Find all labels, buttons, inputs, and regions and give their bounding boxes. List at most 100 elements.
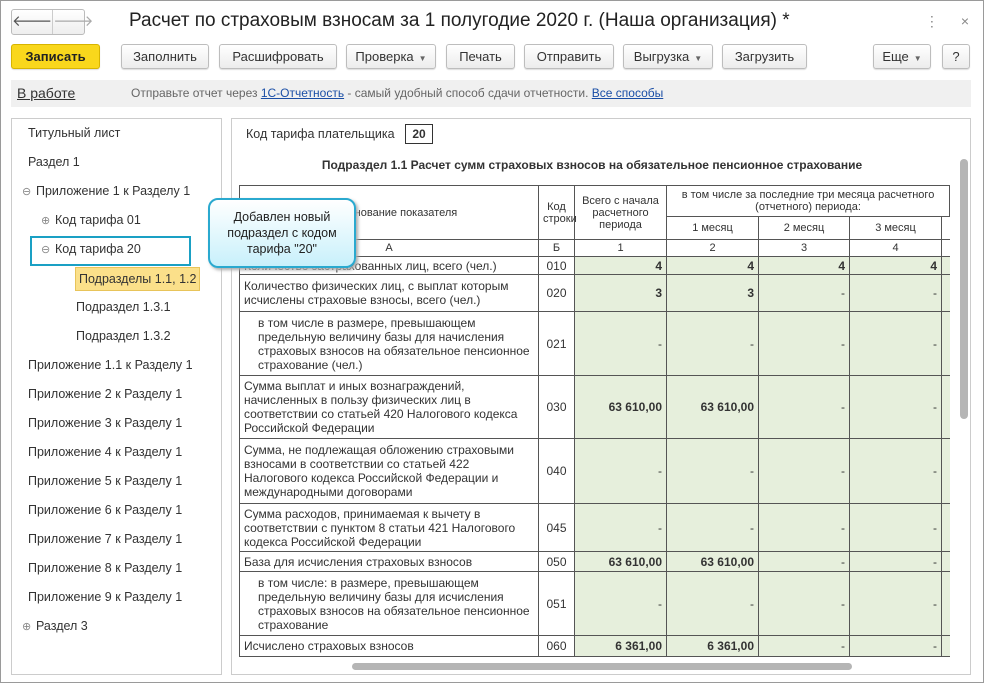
window-title: Расчет по страховым взносам за 1 полугод… — [129, 10, 790, 31]
row-code: 021 — [538, 311, 575, 376]
tariff-code-field[interactable]: 20 — [405, 124, 433, 144]
all-methods-link[interactable]: Все способы — [591, 86, 664, 100]
row-code: 051 — [538, 571, 575, 636]
value-cell[interactable]: - — [758, 635, 850, 657]
dropdown-caret-icon: ▼ — [694, 54, 703, 63]
tree-item[interactable]: Подраздел 1.3.2 — [76, 323, 171, 349]
value-cell[interactable]: - — [849, 551, 942, 572]
horizontal-scrollbar[interactable] — [352, 663, 852, 670]
tree-item[interactable]: Приложение 1.1 к Разделу 1 — [28, 352, 193, 378]
value-cell[interactable]: 4 — [574, 256, 667, 275]
expand-icon[interactable]: ⊕ — [22, 621, 32, 633]
value-cell[interactable]: - — [574, 438, 667, 504]
value-cell[interactable]: - — [758, 571, 850, 636]
tree-item[interactable]: Титульный лист — [28, 120, 120, 146]
tree-item-label: Приложение 7 к Разделу 1 — [28, 532, 183, 546]
value-cell[interactable]: - — [574, 571, 667, 636]
tree-item[interactable]: ⊕ Код тарифа 01 — [41, 207, 141, 233]
value-cell[interactable]: - — [666, 438, 759, 504]
row-code: 020 — [538, 274, 575, 312]
toolbar-button[interactable]: Загрузить — [722, 44, 807, 69]
toolbar-button[interactable]: Еще ▼ — [873, 44, 931, 69]
status-link[interactable]: В работе — [17, 85, 76, 101]
tree-item[interactable]: Раздел 1 — [28, 149, 80, 175]
back-arrow-icon[interactable]: 🡐 — [12, 13, 53, 30]
tree-item[interactable]: ⊖ Приложение 1 к Разделу 1 — [22, 178, 190, 204]
value-cell[interactable]: 3 — [574, 274, 667, 312]
value-cell[interactable]: 4 — [758, 256, 850, 275]
scroll-thumb[interactable] — [960, 159, 968, 419]
collapse-icon[interactable]: ⊖ — [41, 244, 51, 256]
value-cell[interactable]: 6 361,00 — [574, 635, 667, 657]
value-cell[interactable]: - — [758, 438, 850, 504]
more-menu-icon[interactable]: ⋮ — [924, 13, 939, 29]
value-cell[interactable]: - — [849, 438, 942, 504]
tree-item[interactable]: Приложение 8 к Разделу 1 — [28, 555, 182, 581]
value-cell[interactable]: - — [849, 311, 942, 376]
value-cell[interactable]: - — [758, 503, 850, 552]
row-name: Сумма выплат и иных вознаграждений, начи… — [239, 375, 539, 439]
value-cell[interactable]: - — [849, 274, 942, 312]
expand-icon[interactable]: ⊕ — [41, 215, 51, 227]
value-cell[interactable]: - — [849, 571, 942, 636]
tree-item[interactable]: Приложение 6 к Разделу 1 — [28, 497, 182, 523]
close-icon[interactable]: × — [960, 13, 969, 29]
collapse-icon[interactable]: ⊖ — [22, 186, 32, 198]
value-cell[interactable]: - — [758, 375, 850, 439]
header-total: Всего с начала расчетного периода — [574, 185, 667, 240]
tree-item-label: Подраздел 1.3.1 — [76, 300, 171, 314]
value-cell[interactable]: - — [849, 635, 942, 657]
table-row: Сумма выплат и иных вознаграждений, начи… — [239, 375, 950, 439]
toolbar-button[interactable]: Печать — [446, 44, 515, 69]
value-cell[interactable]: - — [849, 375, 942, 439]
forward-arrow-icon[interactable]: 🡒 — [52, 10, 93, 34]
header-m3: 3 месяц — [849, 216, 942, 240]
value-cell[interactable]: - — [574, 311, 667, 376]
value-cell[interactable]: 63 610,00 — [574, 375, 667, 439]
toolbar-button[interactable]: Проверка ▼ — [346, 44, 436, 69]
tree-item-label: Приложение 8 к Разделу 1 — [28, 561, 183, 575]
nav-buttons: 🡐 🡒 — [11, 9, 93, 35]
value-cell[interactable]: 63 610,00 — [666, 551, 759, 572]
value-cell[interactable]: 63 610,00 — [666, 375, 759, 439]
toolbar-button[interactable]: Расшифровать — [219, 44, 337, 69]
tree-item-label: Приложение 9 к Разделу 1 — [28, 590, 183, 604]
value-cell[interactable]: - — [574, 503, 667, 552]
value-cell[interactable]: - — [849, 503, 942, 552]
toolbar-button[interactable]: Заполнить — [121, 44, 209, 69]
tree-item[interactable]: ⊕ Раздел 3 — [22, 613, 88, 639]
tree-item[interactable]: Приложение 5 к Разделу 1 — [28, 468, 182, 494]
tree-item[interactable]: ⊖ Код тарифа 20 — [41, 236, 141, 262]
tree-item[interactable]: Приложение 4 к Разделу 1 — [28, 439, 182, 465]
tree-item[interactable]: Подраздел 1.3.1 — [76, 294, 171, 320]
value-cell[interactable]: 63 610,00 — [574, 551, 667, 572]
row-name: Количество физических лиц, с выплат кото… — [239, 274, 539, 312]
tree-item-label: Раздел 3 — [36, 619, 88, 633]
value-cell[interactable]: - — [758, 551, 850, 572]
tree-item-label: Код тарифа 01 — [55, 213, 141, 227]
tree-item-label: Раздел 1 — [28, 155, 80, 169]
button-label: Выгрузка — [633, 49, 690, 64]
value-cell[interactable]: 4 — [849, 256, 942, 275]
1c-reporting-link[interactable]: 1С-Отчетность — [260, 86, 345, 100]
vertical-scrollbar[interactable] — [960, 139, 968, 639]
value-cell[interactable]: - — [666, 571, 759, 636]
value-cell[interactable]: - — [666, 503, 759, 552]
value-cell[interactable]: - — [758, 311, 850, 376]
tree-item[interactable]: Приложение 7 к Разделу 1 — [28, 526, 182, 552]
header-code: Код строки — [538, 185, 577, 240]
tree-item[interactable]: Приложение 9 к Разделу 1 — [28, 584, 182, 610]
value-cell[interactable]: 6 361,00 — [666, 635, 759, 657]
toolbar-button[interactable]: ? — [942, 44, 970, 69]
value-cell[interactable]: - — [758, 274, 850, 312]
row-name: Сумма расходов, принимаемая к вычету в с… — [239, 503, 539, 552]
value-cell[interactable]: 3 — [666, 274, 759, 312]
tree-item[interactable]: Приложение 3 к Разделу 1 — [28, 410, 182, 436]
tree-item[interactable]: Приложение 2 к Разделу 1 — [28, 381, 182, 407]
toolbar-button[interactable]: Отправить — [524, 44, 614, 69]
tree-item[interactable]: Подразделы 1.1, 1.2 — [75, 267, 201, 291]
value-cell[interactable]: - — [666, 311, 759, 376]
toolbar-button[interactable]: Записать — [11, 44, 100, 69]
toolbar-button[interactable]: Выгрузка ▼ — [623, 44, 713, 69]
value-cell[interactable]: 4 — [666, 256, 759, 275]
